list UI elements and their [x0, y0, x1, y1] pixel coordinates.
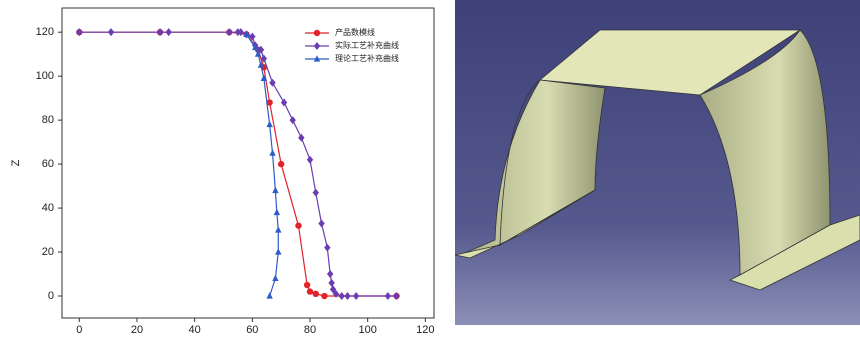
y-tick-label: 120 [36, 26, 54, 38]
x-tick-label: 0 [76, 324, 82, 336]
data-point [295, 222, 301, 228]
render-image [455, 0, 860, 325]
y-tick-label: 60 [42, 158, 54, 170]
data-point [304, 282, 310, 288]
y-tick-label: 80 [42, 114, 54, 126]
legend-marker [314, 30, 320, 36]
x-tick-label: 100 [358, 324, 376, 336]
y-tick-label: 20 [42, 246, 54, 258]
y-axis-label: Z [10, 159, 22, 166]
x-tick-label: 60 [246, 324, 258, 336]
x-tick-label: 120 [416, 324, 434, 336]
x-tick-label: 80 [304, 324, 316, 336]
x-tick-label: 20 [131, 324, 143, 336]
y-tick-label: 40 [42, 202, 54, 214]
data-point [321, 293, 327, 299]
legend-label: 产品数模线 [335, 27, 375, 37]
y-tick-label: 100 [36, 70, 54, 82]
data-point [307, 288, 313, 294]
y-tick-label: 0 [48, 290, 54, 302]
data-point [278, 161, 284, 167]
data-point [313, 291, 319, 297]
legend-label: 理论工艺补充曲线 [335, 53, 399, 63]
figure: Z 0 20 40 60 80 100 120 0 20 40 60 80 100 120 产品数模线实际工… [0, 0, 860, 342]
x-tick-label: 40 [189, 324, 201, 336]
legend-label: 实际工艺补充曲线 [335, 40, 399, 50]
